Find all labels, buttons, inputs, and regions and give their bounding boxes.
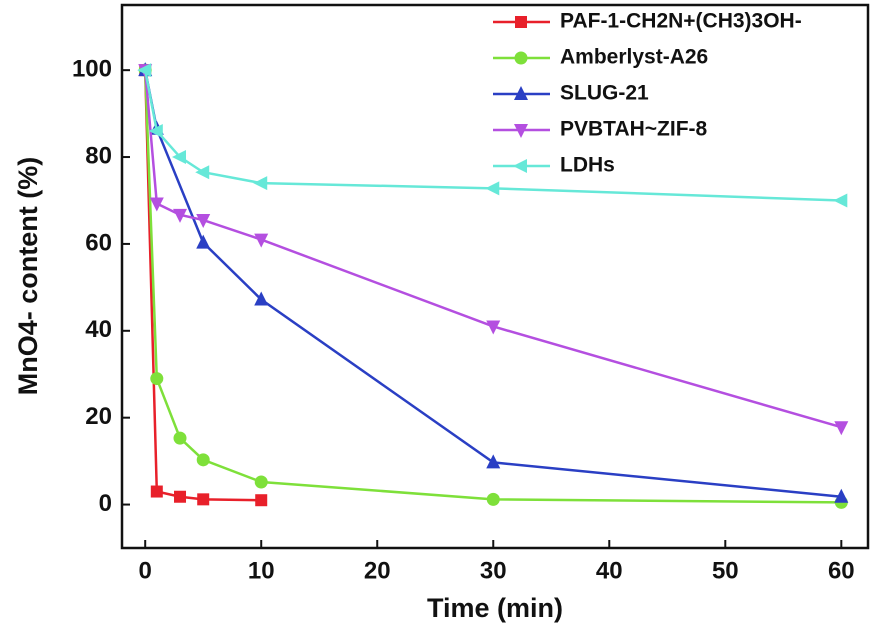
legend-marker <box>514 124 528 138</box>
point <box>254 475 268 489</box>
point <box>196 214 211 229</box>
point <box>833 193 848 208</box>
point <box>149 197 164 212</box>
legend-marker <box>515 16 527 28</box>
legend-marker <box>513 159 527 173</box>
x-tick-label: 20 <box>364 557 391 584</box>
series-line <box>143 70 842 504</box>
point <box>254 233 269 248</box>
plot-frame <box>120 3 870 550</box>
point <box>150 485 163 498</box>
legend-label: PVBTAH~ZIF-8 <box>560 118 708 141</box>
point <box>834 421 849 436</box>
point <box>173 208 188 223</box>
series-line <box>143 69 842 498</box>
point <box>253 176 268 191</box>
x-tick-label: 30 <box>480 557 507 584</box>
x-tick-label: 40 <box>596 557 623 584</box>
point <box>486 320 501 335</box>
legend-label: SLUG-21 <box>560 82 649 105</box>
point <box>196 234 211 249</box>
legend-label: PAF-1-CH2N+(CH3)3OH- <box>560 10 802 33</box>
point <box>255 494 268 507</box>
legend-marker <box>514 51 528 65</box>
x-tick-label: 60 <box>828 557 855 584</box>
point <box>196 453 210 467</box>
series-line <box>143 70 842 429</box>
x-tick-label: 10 <box>248 557 275 584</box>
point <box>150 372 164 386</box>
point <box>195 165 210 180</box>
x-tick-label: 0 <box>139 557 152 584</box>
point <box>197 493 210 506</box>
y-tick-label: 0 <box>99 490 112 517</box>
y-tick-label: 20 <box>85 403 112 430</box>
y-tick-label: 80 <box>85 142 112 169</box>
point <box>173 431 187 445</box>
legend-marker <box>514 86 528 100</box>
point <box>137 63 152 78</box>
point <box>148 123 163 138</box>
legend-label: Amberlyst-A26 <box>560 46 708 69</box>
y-tick-label: 40 <box>85 316 112 343</box>
y-tick-label: 60 <box>85 229 112 256</box>
point <box>834 488 849 503</box>
x-tick-label: 50 <box>712 557 739 584</box>
point <box>486 492 500 506</box>
y-axis-label: MnO4- content (%) <box>13 157 43 395</box>
point <box>174 490 187 503</box>
legend-label: LDHs <box>560 154 615 177</box>
point <box>485 181 500 196</box>
y-tick-label: 100 <box>72 56 112 83</box>
point <box>486 454 501 469</box>
point <box>172 150 187 165</box>
series-line <box>143 69 842 202</box>
point <box>254 291 269 306</box>
x-axis-label: Time (min) <box>427 593 563 623</box>
